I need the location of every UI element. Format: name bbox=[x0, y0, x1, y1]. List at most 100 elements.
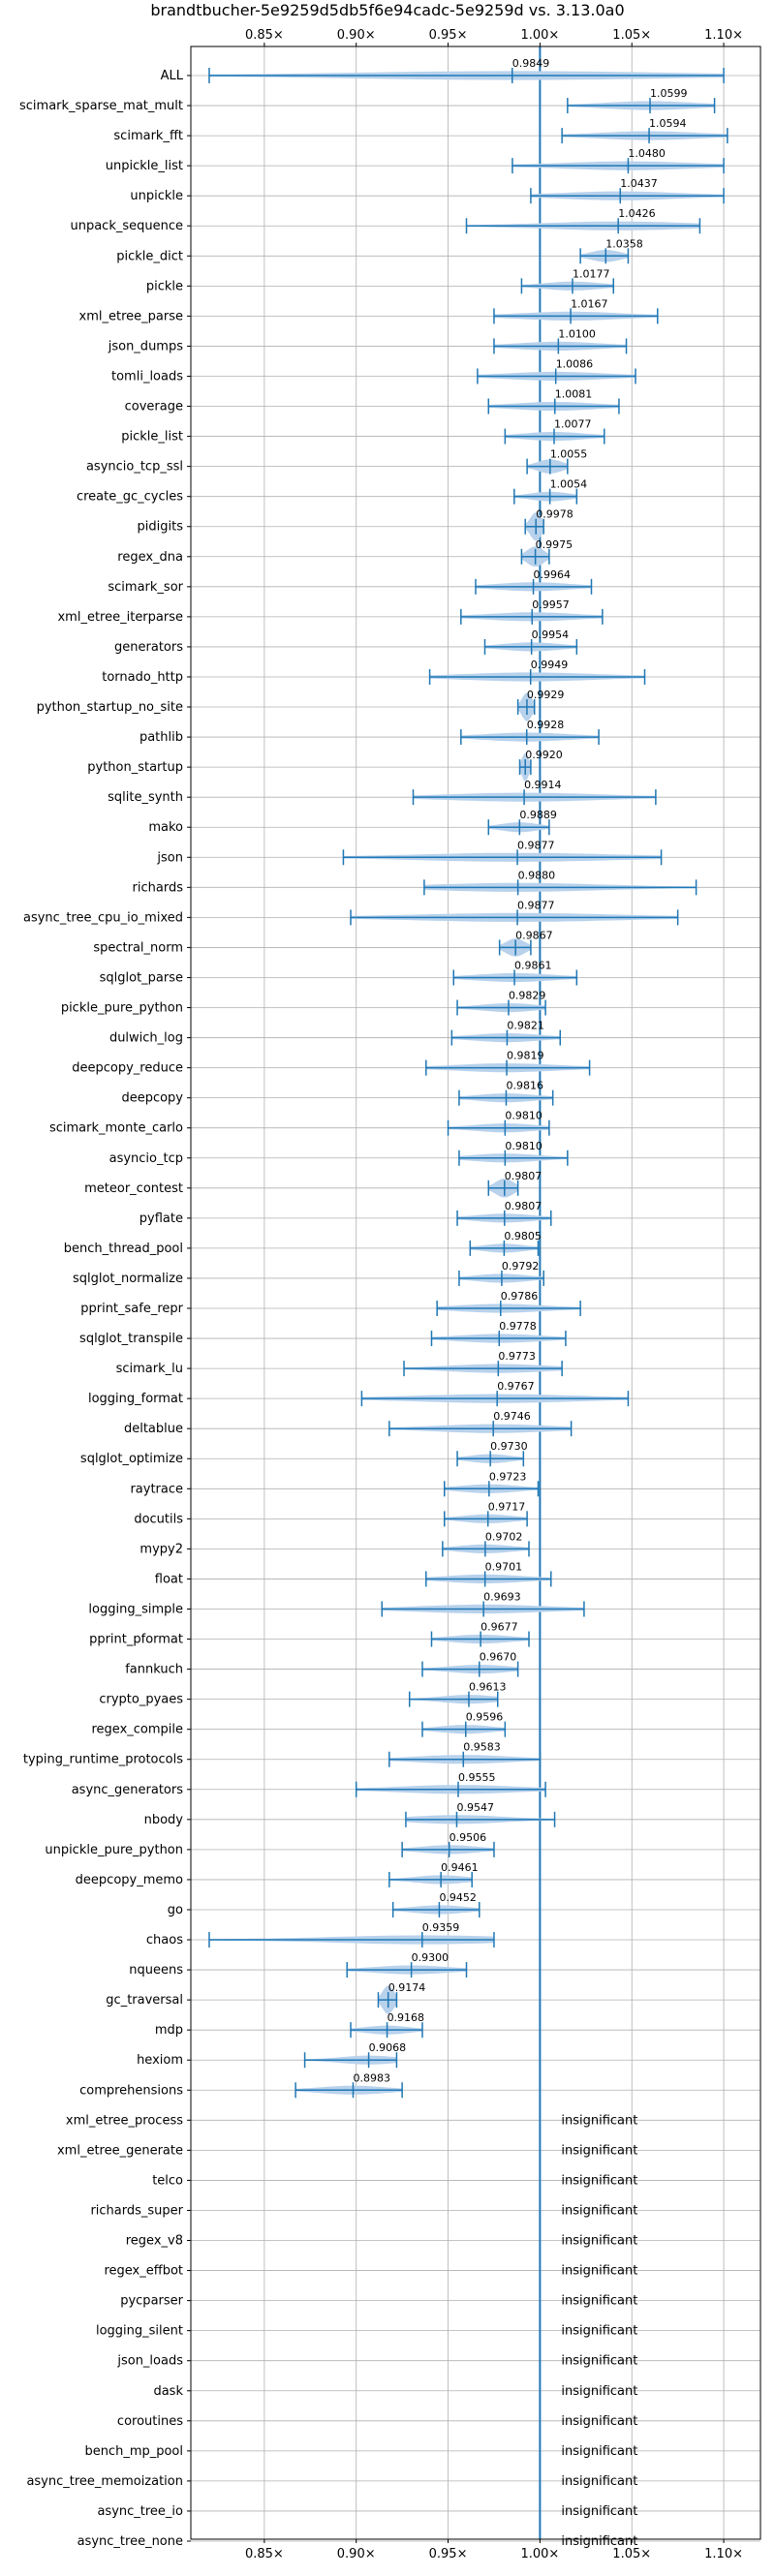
benchmark-label: gc_traversal bbox=[106, 1993, 183, 2008]
value-label: 0.9805 bbox=[504, 1230, 542, 1242]
benchmark-label: pyflate bbox=[140, 1211, 183, 1226]
benchmark-label: json_dumps bbox=[108, 339, 183, 353]
benchmark-label: mdp bbox=[155, 2023, 183, 2038]
benchmark-label: dulwich_log bbox=[109, 1031, 183, 1046]
benchmark-label: pickle bbox=[146, 279, 183, 293]
x-tick-label-top: 0.95× bbox=[429, 28, 468, 43]
chart-marks: 0.9849 1.0599 1.0594 1.0480 1.0437 1.0426 1.03… bbox=[208, 46, 728, 2549]
value-label: 1.0055 bbox=[550, 448, 588, 461]
benchmark-label: docutils bbox=[134, 1512, 183, 1526]
benchmark-label: go bbox=[168, 1903, 183, 1917]
benchmark-label: scimark_sparse_mat_mult bbox=[19, 99, 183, 113]
x-tick-label-bottom: 1.00× bbox=[520, 2547, 559, 2561]
value-label: 1.0358 bbox=[605, 237, 643, 250]
value-label: 0.9701 bbox=[485, 1560, 523, 1573]
benchmark-label: scimark_sor bbox=[108, 580, 183, 595]
plot-frame bbox=[190, 46, 761, 2540]
insignificant-label: insignificant bbox=[561, 2384, 637, 2399]
value-label: 1.0426 bbox=[618, 207, 656, 220]
benchmark-label: sqlglot_parse bbox=[100, 970, 183, 985]
value-label: 1.0177 bbox=[573, 267, 610, 280]
value-label: 0.9746 bbox=[493, 1410, 531, 1423]
value-label: 0.9583 bbox=[463, 1741, 501, 1754]
benchmark-label: pickle_dict bbox=[116, 249, 183, 263]
value-label: 0.9975 bbox=[536, 538, 574, 551]
insignificant-label: insignificant bbox=[561, 2534, 637, 2549]
value-label: 0.9723 bbox=[489, 1470, 526, 1483]
benchmark-label: telco bbox=[152, 2173, 183, 2188]
value-label: 1.0480 bbox=[628, 147, 666, 160]
benchmark-label: tomli_loads bbox=[111, 369, 183, 383]
benchmark-label: python_startup_no_site bbox=[37, 700, 183, 715]
value-label: 0.9821 bbox=[507, 1020, 544, 1032]
value-label: 0.9964 bbox=[534, 568, 572, 581]
value-label: 0.9954 bbox=[532, 629, 570, 641]
benchmark-label: sqlite_synth bbox=[108, 790, 183, 805]
value-label: 1.0086 bbox=[556, 357, 594, 370]
value-label: 0.9914 bbox=[524, 779, 562, 791]
benchmark-label: xml_etree_generate bbox=[57, 2143, 183, 2158]
benchmark-label: nqueens bbox=[129, 1963, 183, 1978]
value-label: 0.9068 bbox=[369, 2041, 407, 2054]
benchmark-label: async_tree_none bbox=[78, 2534, 183, 2549]
benchmark-label: sqlglot_normalize bbox=[73, 1272, 183, 1286]
value-label: 0.9807 bbox=[505, 1170, 542, 1182]
benchmark-label: logging_simple bbox=[88, 1602, 183, 1616]
benchmark-label: regex_compile bbox=[91, 1723, 183, 1737]
value-label: 0.9596 bbox=[466, 1711, 504, 1724]
value-label: 0.9300 bbox=[412, 1951, 450, 1964]
value-label: 0.9792 bbox=[502, 1260, 540, 1273]
value-label: 0.9880 bbox=[518, 869, 556, 881]
benchmark-label: mypy2 bbox=[140, 1542, 183, 1556]
benchmark-label: json bbox=[156, 850, 183, 865]
benchmark-label: async_generators bbox=[72, 1783, 184, 1797]
x-tick-label-bottom: 0.85× bbox=[245, 2547, 284, 2561]
x-tick-label-bottom: 1.05× bbox=[612, 2547, 651, 2561]
value-label: 1.0100 bbox=[558, 327, 596, 340]
value-label: 0.9949 bbox=[531, 659, 569, 671]
insignificant-label: insignificant bbox=[561, 2444, 637, 2459]
insignificant-label: insignificant bbox=[561, 2173, 637, 2188]
value-label: 0.9693 bbox=[483, 1590, 521, 1603]
value-label: 0.9613 bbox=[469, 1681, 507, 1694]
benchmark-label: deltablue bbox=[124, 1422, 183, 1436]
benchmark-label: unpickle_pure_python bbox=[45, 1843, 183, 1857]
value-label: 0.9819 bbox=[507, 1050, 544, 1062]
benchmark-label: unpickle bbox=[130, 189, 183, 203]
axis-ticks: 0.85× 0.85× 0.90× 0.90× 0.95× 0.95× 1.00× 1.00×… bbox=[245, 28, 743, 2561]
value-label: 0.9889 bbox=[519, 809, 557, 821]
chart-title: brandtbucher-5e9259d5db5f6e94cadc-5e9259… bbox=[150, 1, 624, 19]
insignificant-label: insignificant bbox=[561, 2294, 637, 2309]
benchmark-label: xml_etree_process bbox=[66, 2113, 183, 2128]
x-tick-label-bottom: 1.10× bbox=[704, 2547, 743, 2561]
value-label: 0.9867 bbox=[515, 929, 553, 941]
value-label: 1.0081 bbox=[555, 388, 593, 401]
benchmark-label: tornado_http bbox=[102, 670, 183, 685]
value-label: 0.9978 bbox=[536, 508, 574, 521]
benchmark-label: dask bbox=[153, 2384, 183, 2399]
benchmark-label: json_loads bbox=[116, 2354, 183, 2369]
value-label: 0.9359 bbox=[422, 1921, 460, 1934]
insignificant-label: insignificant bbox=[561, 2143, 637, 2158]
insignificant-label: insignificant bbox=[561, 2203, 637, 2218]
insignificant-label: insignificant bbox=[561, 2414, 637, 2429]
value-label: 0.9174 bbox=[388, 1981, 426, 1994]
benchmark-label: bench_thread_pool bbox=[64, 1242, 183, 1256]
insignificant-label: insignificant bbox=[561, 2113, 637, 2128]
value-label: 0.9920 bbox=[525, 749, 563, 761]
benchmark-label: logging_format bbox=[88, 1392, 183, 1406]
benchmark-label: pycparser bbox=[120, 2294, 183, 2309]
benchmark-label: mako bbox=[148, 820, 183, 835]
benchmark-label: deepcopy_memo bbox=[76, 1873, 183, 1887]
benchmark-label: async_tree_io bbox=[97, 2504, 183, 2519]
benchmark-label: async_tree_cpu_io_mixed bbox=[23, 910, 183, 925]
benchmark-label: deepcopy_reduce bbox=[72, 1061, 183, 1076]
benchmark-label: create_gc_cycles bbox=[77, 490, 183, 505]
value-label: 1.0054 bbox=[550, 478, 588, 491]
benchmark-label: typing_runtime_protocols bbox=[23, 1753, 183, 1767]
value-label: 0.9767 bbox=[497, 1380, 535, 1393]
x-tick-label-top: 1.00× bbox=[520, 28, 559, 43]
benchmark-label: hexiom bbox=[137, 2053, 183, 2068]
benchmark-label: bench_mp_pool bbox=[84, 2444, 183, 2459]
x-tick-label-top: 0.90× bbox=[337, 28, 376, 43]
